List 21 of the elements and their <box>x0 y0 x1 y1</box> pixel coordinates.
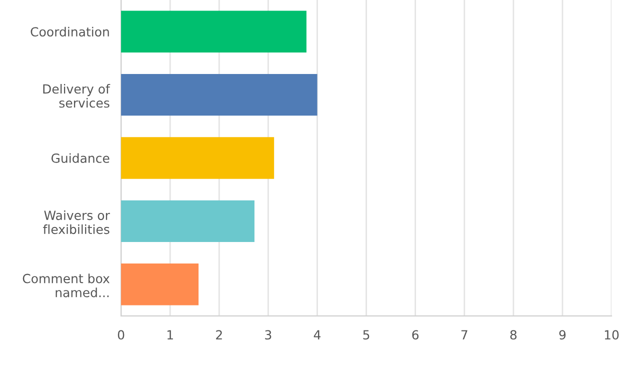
x-tick-label: 1 <box>168 330 173 340</box>
x-tick-label: 3 <box>265 330 272 340</box>
bar <box>121 137 274 179</box>
x-tick-label: 10 <box>604 330 619 340</box>
bar <box>121 200 254 242</box>
x-tick-label: 2 <box>216 330 222 340</box>
x-tick-label: 6 <box>412 330 419 340</box>
x-tick-label: 5 <box>363 330 370 340</box>
x-tick-label: 0 <box>118 330 124 340</box>
y-tick-label: Waivers or flexibilities <box>43 210 110 234</box>
bar <box>121 10 306 52</box>
x-tick-label: 7 <box>461 330 468 340</box>
y-tick-label: Coordination <box>30 26 109 37</box>
y-tick-label: Delivery of services <box>43 84 110 108</box>
x-tick-label: 9 <box>559 330 566 340</box>
y-tick-label: Guidance <box>51 153 110 163</box>
x-tick-label: 8 <box>510 330 517 340</box>
bar <box>121 264 199 306</box>
x-tick-label: 4 <box>314 330 321 340</box>
bar <box>121 74 318 116</box>
y-tick-label: Comment box named... <box>22 274 110 298</box>
